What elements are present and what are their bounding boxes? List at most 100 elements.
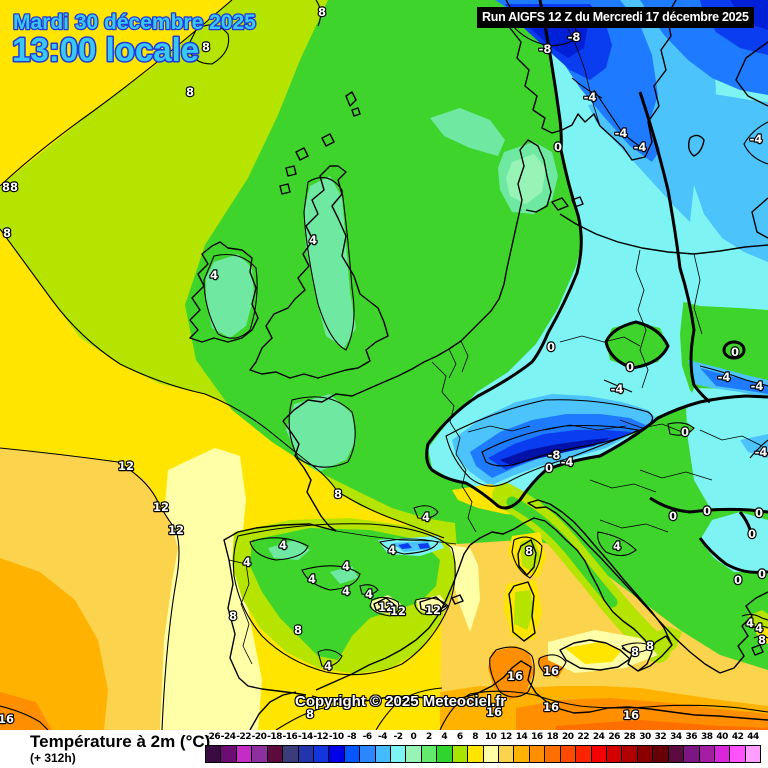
forecast-time: 13:00 locale: [12, 31, 199, 68]
temperature-label: -8: [548, 448, 561, 462]
colorbar-cell: [267, 746, 284, 762]
isotherm: [489, 646, 535, 698]
isotherm: [359, 584, 379, 596]
pyrenees-dark-1: [398, 543, 412, 549]
pyrenees-dark-2: [418, 543, 430, 549]
italy-heel: [648, 626, 682, 658]
temperature-label: 8: [525, 544, 533, 558]
isotherm: [511, 536, 543, 579]
temperature-label: 12: [118, 459, 134, 473]
temperature-label: 12: [425, 603, 441, 617]
isotherm: [571, 77, 603, 99]
temperature-label: 0: [681, 425, 689, 439]
temperature-label: 0: [731, 345, 739, 359]
coastline: [735, 41, 768, 107]
temperature-label: 16: [543, 700, 559, 714]
isotherm: [0, 447, 180, 730]
coastline: [315, 544, 471, 691]
colorbar-cell: [499, 746, 515, 762]
colorbar-tick: -26: [205, 732, 221, 742]
colorbar-cell: [684, 746, 700, 762]
colorbar-tick: 28: [623, 732, 636, 742]
isotherm: [0, 228, 445, 539]
temperature-label: -8: [539, 42, 552, 56]
coastline: [559, 639, 631, 671]
isotherm: [303, 176, 355, 351]
colorbar-cell: [560, 746, 577, 762]
temperature-label: -4: [751, 379, 764, 393]
cream-spain-coast: [448, 545, 480, 632]
country-border: [448, 340, 469, 379]
temperature-label: 88: [2, 180, 18, 194]
colorbar-tick: 26: [608, 732, 620, 742]
colorbar-cell: [329, 746, 345, 762]
colorbar-cell: [591, 746, 607, 762]
colorbar-cell: [529, 746, 546, 762]
country-border: [559, 335, 641, 347]
isotherm: [249, 537, 309, 561]
colorbar-tick: 32: [654, 732, 667, 742]
temperature-label: 16: [623, 708, 639, 722]
temperature-label: 4: [746, 616, 754, 630]
isotherm: [603, 379, 633, 393]
palegreen-denmark: [506, 154, 546, 204]
colorbar-cell: [313, 746, 330, 762]
temperature-label: 16: [507, 669, 523, 683]
colorbar-cell: [452, 746, 469, 762]
italy-green-blob-east: [595, 530, 640, 564]
temperature-label: 0: [734, 573, 742, 587]
iberia-mint-2: [330, 566, 358, 584]
isotherm: [315, 0, 322, 27]
mint-ireland: [206, 254, 254, 338]
colorbar-cell: [606, 746, 623, 762]
isotherm: [0, 705, 49, 730]
colorbar-labels: -26 -24 -22 -20 -18 -16 -14 -12 -10 -8 -6 -4 -2 0 2 4 6 8…: [205, 732, 761, 744]
temperature-label: 12: [153, 500, 169, 514]
isotherm: [379, 538, 439, 555]
cold-sky-east-small: [740, 434, 768, 458]
coastline: [249, 691, 297, 730]
colorbar-tick: -12: [313, 732, 329, 742]
colorbar-tick: -18: [267, 732, 282, 742]
warm-deeporange-tunisia: [488, 646, 534, 700]
colorbar-cell: [714, 746, 731, 762]
country-border: [467, 424, 627, 433]
temperature-label: 4: [243, 555, 251, 569]
isotherm: [301, 565, 361, 591]
legend-title: Température à 2m (°C): [30, 732, 211, 751]
temperature-label: 8: [229, 609, 237, 623]
temperature-label: -4: [718, 370, 731, 384]
colorbar-cell: [344, 746, 361, 762]
isotherm-zero: [722, 340, 746, 360]
temperature-label: 0: [758, 567, 766, 581]
isotherm: [375, 687, 443, 730]
isotherm-zero-lines: [425, 0, 768, 574]
coastlines: [189, 0, 768, 730]
temperature-label: -4: [634, 140, 647, 154]
coastline: [527, 499, 673, 646]
forecast-date: Mardi 30 décembre 2025: [13, 11, 256, 34]
colorbar-tick: 38: [700, 732, 713, 742]
aegean-green-spot: [748, 610, 768, 634]
isotherm: [621, 642, 653, 653]
coastline: [189, 241, 259, 343]
cold-palecyan-east: [686, 388, 768, 512]
colorbar-cell: [668, 746, 685, 762]
temperature-label: -8: [568, 30, 581, 44]
colorbar-cell: [298, 746, 314, 762]
temperature-label: -4: [584, 90, 597, 104]
colorbar-tick: 44: [747, 732, 759, 742]
temperature-label: 4: [308, 572, 316, 586]
temperature-label: 16: [0, 712, 14, 726]
field-regions: [0, 0, 768, 730]
temperature-label: 8: [202, 40, 210, 54]
isotherm: [741, 613, 768, 621]
isotherm: [187, 24, 230, 65]
colorbar-tick: 2: [425, 732, 432, 742]
coastline: [551, 196, 584, 211]
colorbar-cell: [221, 746, 237, 762]
warm-cream-atlantic: [150, 448, 262, 730]
isotherm-zero: [425, 0, 768, 510]
colorbar-cell: [483, 746, 500, 762]
